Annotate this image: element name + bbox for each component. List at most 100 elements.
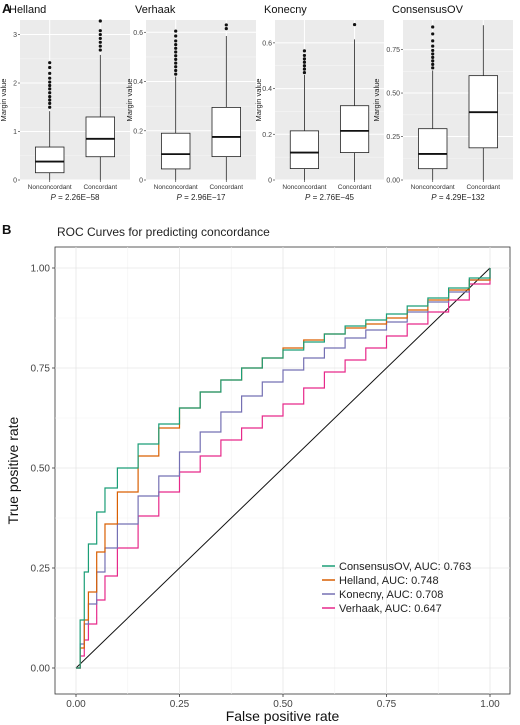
box-concordant	[468, 25, 499, 180]
box-iqr	[160, 132, 191, 170]
outlier-point	[431, 59, 435, 63]
y-tick-label: 0.2	[262, 132, 272, 139]
y-tick-label: 0.2	[133, 128, 143, 135]
x-tick-label: Concordant	[338, 184, 372, 191]
outlier-point	[48, 76, 52, 80]
outlier-point	[174, 43, 178, 47]
outlier-point	[174, 29, 178, 33]
outlier-point	[302, 70, 307, 75]
roc-line-consensusov	[76, 268, 491, 669]
p-value: P = 2.26E−58	[51, 193, 100, 202]
outlier-point	[98, 44, 102, 48]
outlier-point	[302, 53, 307, 58]
x-tick-label: Nonconcordant	[28, 184, 72, 191]
box-concordant	[339, 22, 370, 180]
outlier-point	[48, 80, 52, 84]
outlier-point	[224, 23, 228, 27]
y-tick-label: 0.25	[31, 564, 51, 575]
outlier-point	[174, 34, 178, 38]
box-iqr	[289, 130, 320, 169]
outlier-point	[48, 83, 52, 88]
box-panel-helland: Helland 0 1 2 3 Margin value Nonconcordant Conc…	[0, 4, 130, 202]
box-nonconcordant	[160, 29, 191, 180]
x-tick-label: Nonconcordant	[282, 184, 326, 191]
box-nonconcordant	[289, 49, 320, 180]
y-tick-label: 0	[139, 178, 143, 185]
x-tick-label: Concordant	[209, 184, 243, 191]
panel-title: Konecny	[264, 4, 307, 16]
outlier-point	[431, 32, 435, 36]
outlier-point	[98, 19, 102, 23]
y-tick-label: 0	[13, 178, 17, 185]
outlier-point	[174, 68, 178, 73]
outlier-point	[98, 36, 102, 41]
x-tick-label: Nonconcordant	[411, 184, 455, 191]
box-panel-consensusov: ConsensusOV 0.00 0.25 0.50 0.75 Margin value N…	[372, 4, 513, 202]
x-tick-label: 0.75	[377, 699, 397, 710]
y-tick-label: 1.00	[31, 264, 51, 275]
outlier-point	[431, 66, 435, 70]
x-tick-label: 0.50	[273, 699, 293, 710]
outlier-point	[431, 62, 435, 66]
outlier-point	[174, 57, 178, 61]
y-axis-label: Margin value	[125, 79, 134, 122]
y-tick-label: 0.50	[31, 464, 51, 475]
x-tick-label: Concordant	[83, 184, 117, 191]
outlier-point	[174, 54, 178, 58]
outlier-point	[224, 27, 228, 31]
outlier-point	[431, 44, 435, 48]
outlier-point	[174, 72, 178, 76]
box-panel-konecny: Konecny 0 0.2 0.4 0.6 Margin value Nonconcorda…	[254, 4, 384, 202]
box-concordant	[211, 23, 242, 180]
p-value: P = 2.76E−45	[305, 193, 354, 202]
outlier-point	[48, 61, 52, 65]
outlier-point	[174, 65, 178, 69]
box-plot-panels: Helland 0 1 2 3 Margin value Nonconcordant Conc…	[0, 4, 513, 202]
legend-label: ConsensusOV, AUC: 0.763	[339, 561, 471, 573]
outlier-point	[431, 48, 435, 53]
box-iqr	[35, 146, 65, 174]
outlier-point	[352, 22, 357, 27]
y-tick-label: 0.00	[386, 178, 400, 185]
outlier-point	[302, 64, 307, 68]
y-axis-label: Margin value	[254, 79, 263, 122]
panel-title: Verhaak	[135, 4, 176, 16]
outlier-point	[431, 39, 435, 43]
y-tick-label: 0.50	[386, 91, 400, 98]
legend-label: Verhaak, AUC: 0.647	[339, 603, 442, 615]
y-tick-label: 3	[13, 32, 17, 39]
outlier-point	[48, 101, 52, 105]
x-tick-label: 1.00	[480, 699, 500, 710]
x-tick-label: Nonconcordant	[154, 184, 198, 191]
outlier-point	[174, 50, 178, 54]
outlier-point	[98, 32, 102, 37]
outlier-point	[174, 61, 178, 65]
outlier-point	[98, 29, 102, 33]
outlier-point	[48, 105, 52, 109]
x-tick-label: Concordant	[466, 184, 500, 191]
y-axis-title: True positive rate	[5, 416, 21, 524]
y-tick-label: 0.6	[262, 40, 272, 47]
box-iqr	[417, 128, 448, 170]
legend: ConsensusOV, AUC: 0.763 Helland, AUC: 0.7…	[322, 561, 471, 615]
outlier-point	[302, 49, 307, 53]
panel-a-label: A	[2, 1, 12, 16]
outlier-point	[48, 91, 52, 95]
x-axis-title: False positive rate	[226, 708, 340, 724]
outlier-point	[174, 46, 178, 50]
y-tick-label: 0.75	[31, 364, 51, 375]
y-tick-label: 0.6	[133, 30, 143, 37]
outlier-point	[48, 98, 52, 102]
box-iqr	[211, 106, 242, 158]
box-nonconcordant	[417, 25, 448, 180]
y-tick-label: 0.75	[386, 47, 400, 54]
outlier-point	[431, 25, 435, 29]
outlier-point	[174, 39, 178, 43]
y-tick-label: 2	[13, 81, 17, 88]
y-tick-label: 0.4	[133, 79, 143, 86]
box-concordant	[85, 19, 116, 180]
outlier-point	[98, 40, 102, 44]
y-axis-label: Margin value	[0, 79, 8, 122]
outlier-point	[48, 65, 52, 70]
